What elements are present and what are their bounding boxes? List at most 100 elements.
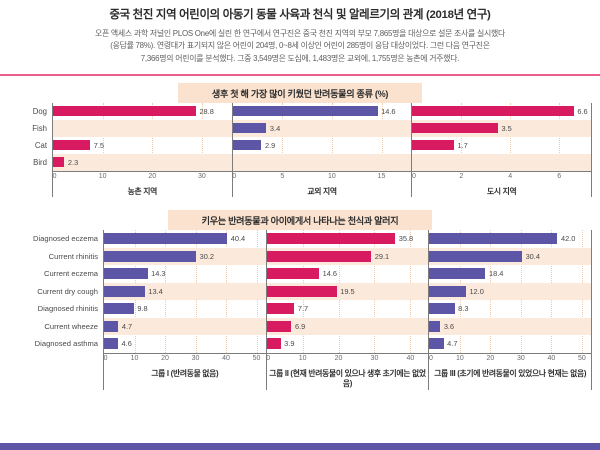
- x-axis-tick: 20: [161, 354, 169, 362]
- gridline: [282, 102, 284, 171]
- chart-panel: 14.6 3.4 2.9 0 5 10 15 교외 지역: [231, 102, 412, 198]
- category-label: Current dry cough: [37, 286, 98, 296]
- bar-value-label: 4.7: [121, 321, 133, 331]
- chart-1-title: 생후 첫 해 가장 많이 키웠던 반려동물의 종류 (%): [177, 82, 423, 103]
- panel-caption: 농촌 지역: [127, 186, 158, 196]
- chart-panel: 6.6 3.5 1.7 0 2 4 6 도시 지역: [411, 102, 593, 198]
- plot-area: 42.0 30.4 18.4 12.0 8.3 3.6 4.7: [429, 230, 592, 353]
- bar-row: 3.6: [429, 317, 592, 336]
- chart-panel: 42.0 30.4 18.4 12.0 8.3 3.6 4.7 0 10 20 30 40 50 그룹 I…: [428, 230, 593, 390]
- bar: [429, 268, 486, 280]
- bar-row: 6.6: [412, 103, 591, 120]
- x-axis-tick: 0: [266, 354, 271, 362]
- category-label-column: Diagnosed eczema Current rhinitis Current …: [8, 230, 103, 390]
- bar-row: 6.9: [266, 317, 429, 336]
- x-axis: 0 10 20 30 40 50: [103, 352, 266, 367]
- plot-area: 40.4 30.2 14.3 13.4 9.8 4.7 4.6: [104, 230, 266, 353]
- bar-value-label: 9.8: [137, 304, 148, 314]
- chart-2: Diagnosed eczema Current rhinitis Current …: [0, 230, 600, 390]
- bar-row: 29.1: [266, 247, 429, 266]
- bar-row: 8.3: [429, 300, 591, 318]
- x-axis: 0 2 4 6: [412, 170, 592, 185]
- bar: [412, 122, 498, 134]
- plot-area: 14.6 3.4 2.9: [232, 102, 412, 171]
- bar: [104, 233, 228, 245]
- category-label: Current rhinitis: [48, 251, 98, 261]
- bar-value-label: 14.3: [151, 269, 166, 279]
- x-axis-tick: 30: [370, 354, 379, 362]
- x-axis-tick: 0: [103, 354, 108, 362]
- x-axis-tick: 2: [459, 172, 464, 180]
- bar: [429, 303, 455, 315]
- bar-row: 30.4: [429, 247, 592, 266]
- x-axis-tick: 5: [280, 172, 285, 180]
- bar-row: 4.7: [104, 317, 266, 336]
- category-label: Diagnosed eczema: [32, 234, 98, 244]
- x-axis-tick: 15: [377, 172, 386, 180]
- bar-row: 19.5: [266, 282, 429, 301]
- bar: [266, 268, 320, 280]
- bar-row: 18.4: [429, 265, 591, 283]
- x-axis-tick: 10: [130, 354, 139, 362]
- bar: [429, 233, 558, 245]
- page-subtitle: 오픈 액세스 과학 저널인 PLOS One에 실린 한 연구에서 연구진은 중…: [14, 28, 586, 66]
- chart-1-banner-wrap: 생후 첫 해 가장 많이 키웠던 반려동물의 종류 (%): [0, 82, 600, 103]
- panel-caption: 도시 지역: [487, 186, 517, 196]
- bar: [266, 233, 396, 245]
- x-axis-tick: 0: [52, 172, 57, 180]
- bar-row: 3.9: [266, 335, 429, 353]
- bar-value-label: 28.8: [199, 106, 214, 116]
- bar-row: 14.6: [232, 103, 412, 120]
- gridline: [381, 102, 384, 171]
- bar-value-label: 7.7: [297, 304, 309, 314]
- bar: [104, 338, 119, 350]
- gridline: [152, 102, 154, 171]
- x-axis-tick: 20: [334, 354, 343, 362]
- gridline: [201, 102, 204, 171]
- bar: [104, 285, 145, 297]
- page-title: 중국 천진 지역 어린이의 아동기 동물 사육과 천식 및 알레르기의 관계 (…: [109, 9, 491, 21]
- bar: [429, 320, 441, 332]
- bar-value-label: 3.6: [443, 321, 455, 331]
- bar: [232, 122, 267, 134]
- bar-row: [53, 119, 232, 137]
- subtitle-line-2: (응답률 78%). 연령대가 표기되지 않은 어린이 204명, 0~8세 이…: [110, 41, 490, 51]
- bar-value-label: 35.8: [398, 234, 414, 244]
- bar-value-label: 4.6: [121, 339, 132, 349]
- category-label: Current wheeze: [44, 321, 98, 331]
- bar: [104, 303, 134, 315]
- panel-caption: 교외 지역: [307, 186, 337, 196]
- bar-row: 4.7: [429, 335, 591, 353]
- bar-row: 1.7: [412, 137, 591, 154]
- category-label: Dog: [32, 106, 47, 116]
- gridline: [510, 102, 512, 171]
- bar-value-label: 14.6: [381, 106, 396, 116]
- bar: [412, 105, 574, 117]
- bar-value-label: 42.0: [560, 234, 576, 244]
- x-axis-tick: 10: [298, 354, 307, 362]
- bar-value-label: 2.9: [264, 140, 276, 150]
- x-axis: 0 5 10 15: [232, 170, 412, 185]
- bar-row: 42.0: [429, 230, 591, 248]
- category-label: Fish: [32, 123, 47, 133]
- category-label: Current eczema: [43, 269, 98, 279]
- x-axis-tick: 30: [197, 172, 206, 180]
- bar-value-label: 3.5: [501, 123, 512, 133]
- chart-panel: 28.8 7.5 2.3 0 10 20 30 농촌 지역: [52, 102, 232, 198]
- chart-2-title: 키우는 반려동물과 아이에게서 나타나는 천식과 알러지: [167, 210, 433, 231]
- bar-value-label: 8.3: [458, 304, 469, 314]
- x-axis-tick: 20: [486, 354, 495, 362]
- bar: [104, 268, 148, 280]
- bar: [53, 156, 65, 168]
- category-label: Bird: [33, 157, 47, 167]
- bar-row: 30.2: [104, 247, 266, 266]
- bar-value-label: 6.9: [294, 321, 306, 331]
- category-label: Cat: [34, 140, 47, 150]
- bar: [266, 285, 337, 297]
- gridline: [461, 102, 463, 171]
- bar: [104, 320, 119, 332]
- bar-value-label: 7.5: [93, 140, 104, 150]
- bar-value-label: 40.4: [230, 234, 246, 244]
- bar-value-label: 12.0: [469, 286, 484, 296]
- bar-row: 2.3: [53, 153, 232, 171]
